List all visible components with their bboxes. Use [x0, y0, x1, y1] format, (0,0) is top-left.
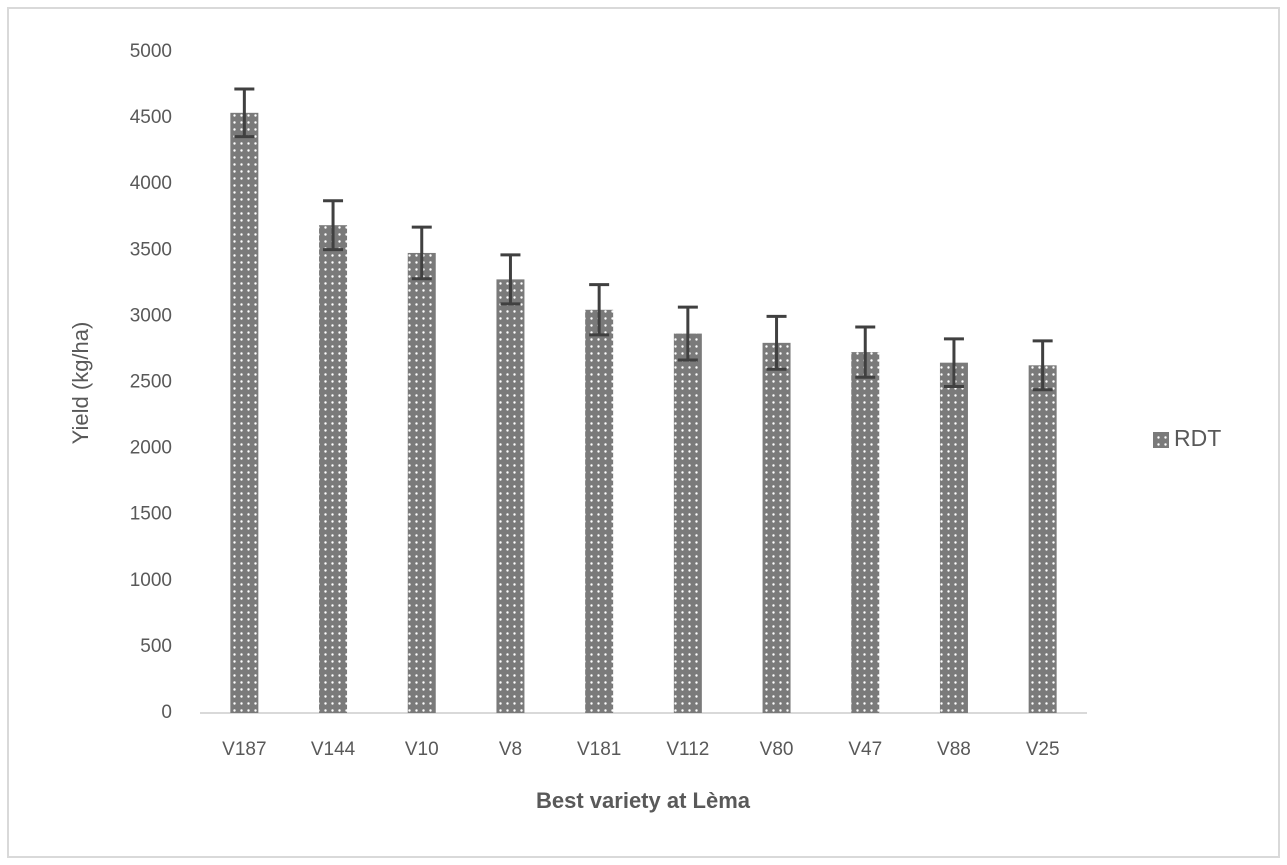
- x-tick-label: V181: [577, 739, 621, 760]
- error-bar: [500, 253, 521, 306]
- error-bar: [234, 87, 255, 139]
- bar: [496, 279, 525, 713]
- x-tick-label: V47: [848, 739, 882, 760]
- x-tick-label: V88: [937, 739, 971, 760]
- bar: [319, 225, 348, 713]
- y-tick-label: 3500: [130, 239, 172, 260]
- error-bar: [323, 199, 344, 252]
- x-axis-title: Best variety at Lèma: [536, 788, 751, 813]
- chart-frame: [7, 7, 1280, 858]
- x-tick-label: V80: [760, 739, 794, 760]
- bar: [673, 333, 702, 713]
- x-tick-label: V187: [222, 739, 266, 760]
- y-tick-label: 1500: [130, 504, 172, 525]
- error-bar: [677, 305, 698, 362]
- y-tick-label: 500: [140, 636, 172, 657]
- error-bar: [766, 314, 787, 371]
- y-tick-label: 2500: [130, 372, 172, 393]
- x-tick-label: V10: [405, 739, 439, 760]
- bar: [851, 352, 880, 713]
- y-tick-label: 0: [161, 702, 172, 723]
- y-tick-label: 4000: [130, 173, 172, 194]
- error-bar: [943, 337, 964, 388]
- y-tick-label: 2000: [130, 438, 172, 459]
- bar: [230, 112, 259, 713]
- error-bar: [855, 325, 876, 379]
- y-axis-title: Yield (kg/ha): [68, 322, 93, 445]
- x-tick-label: V8: [499, 739, 522, 760]
- y-tick-label: 1000: [130, 570, 172, 591]
- error-bar: [1032, 339, 1053, 392]
- bar: [407, 252, 436, 713]
- x-tick-label: V25: [1026, 739, 1060, 760]
- y-tick-label: 4500: [130, 107, 172, 128]
- y-tick-label: 5000: [130, 41, 172, 62]
- legend-label: RDT: [1174, 425, 1221, 451]
- legend-marker: [1153, 432, 1169, 448]
- bar: [585, 309, 614, 713]
- y-tick-label: 3000: [130, 305, 172, 326]
- bar: [939, 362, 968, 713]
- error-bar: [411, 225, 432, 281]
- bar: [1028, 365, 1057, 713]
- x-tick-label: V144: [311, 739, 356, 760]
- bar: [762, 342, 791, 713]
- error-bar: [589, 283, 610, 337]
- x-tick-label: V112: [666, 739, 709, 760]
